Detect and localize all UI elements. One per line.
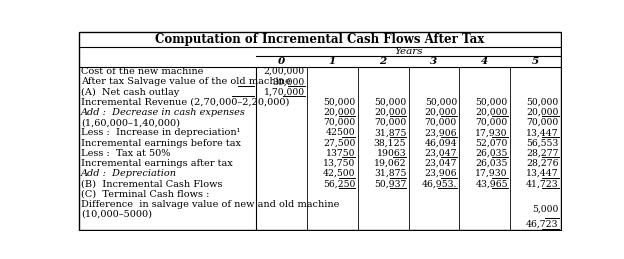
Text: Add :  Depreciation: Add : Depreciation	[81, 169, 177, 178]
Text: Add :  Decrease in cash expenses: Add : Decrease in cash expenses	[81, 108, 246, 117]
Text: 70,000: 70,000	[374, 118, 406, 127]
Text: 46,723: 46,723	[526, 220, 558, 229]
Text: 46,953.: 46,953.	[421, 179, 457, 188]
Text: 20,000: 20,000	[475, 108, 508, 117]
Text: 38,125: 38,125	[374, 139, 406, 148]
Text: 0: 0	[278, 57, 285, 66]
Text: 3: 3	[431, 57, 437, 66]
Text: 26,035: 26,035	[475, 149, 508, 158]
Text: 19063: 19063	[377, 149, 406, 158]
Text: 50,000: 50,000	[323, 98, 356, 107]
Text: 42500: 42500	[326, 128, 356, 137]
Text: 23,906: 23,906	[424, 128, 457, 137]
Text: 70,000: 70,000	[475, 118, 508, 127]
Text: 70,000: 70,000	[323, 118, 356, 127]
Text: 13750: 13750	[326, 149, 356, 158]
Text: 42,500: 42,500	[323, 169, 356, 178]
Text: Less :  Tax at 50%: Less : Tax at 50%	[81, 149, 170, 158]
Text: Less :  Increase in depreciation¹: Less : Increase in depreciation¹	[81, 128, 241, 137]
Text: 20,000: 20,000	[526, 108, 558, 117]
Text: 19,062: 19,062	[374, 159, 406, 168]
Text: (B)  Incremental Cash Flows: (B) Incremental Cash Flows	[81, 179, 223, 188]
Text: 13,447: 13,447	[526, 169, 558, 178]
Text: 13,447: 13,447	[526, 128, 558, 137]
Text: 28,276: 28,276	[526, 159, 558, 168]
Text: 20,000: 20,000	[424, 108, 457, 117]
Text: 70,000: 70,000	[425, 118, 457, 127]
Text: 1,70,000: 1,70,000	[263, 88, 305, 97]
Text: 30,000: 30,000	[273, 77, 305, 86]
Text: (1,60,000–1,40,000): (1,60,000–1,40,000)	[81, 118, 180, 127]
Text: 17,930: 17,930	[475, 128, 508, 137]
Text: 56,553: 56,553	[526, 139, 558, 148]
Text: 50,000: 50,000	[526, 98, 558, 107]
Text: Incremental earnings before tax: Incremental earnings before tax	[81, 139, 241, 148]
Text: 43,965: 43,965	[475, 179, 508, 188]
Text: 23,047: 23,047	[424, 149, 457, 158]
Text: 13,750: 13,750	[323, 159, 356, 168]
Text: 50,000: 50,000	[425, 98, 457, 107]
Text: 20,000: 20,000	[323, 108, 356, 117]
Text: 5,000: 5,000	[532, 205, 558, 214]
Text: 41,723: 41,723	[526, 179, 558, 188]
Text: 31,875: 31,875	[374, 128, 406, 137]
Text: 50,000: 50,000	[475, 98, 508, 107]
Text: 56,250: 56,250	[323, 179, 356, 188]
Text: Difference  in salvage value of new and old machine: Difference in salvage value of new and o…	[81, 200, 339, 209]
Text: 70,000: 70,000	[526, 118, 558, 127]
Text: 50,937: 50,937	[374, 179, 406, 188]
Text: 5: 5	[532, 57, 539, 66]
Text: Cost of the new machine: Cost of the new machine	[81, 67, 203, 76]
Text: 20,000: 20,000	[374, 108, 406, 117]
Text: 17,930: 17,930	[475, 169, 508, 178]
Text: 50,000: 50,000	[374, 98, 406, 107]
Text: (A)  Net cash outlay: (A) Net cash outlay	[81, 88, 179, 97]
Text: 31,875: 31,875	[374, 169, 406, 178]
Text: 2: 2	[379, 57, 387, 66]
Text: 52,070: 52,070	[475, 139, 508, 148]
Text: (10,000–5000): (10,000–5000)	[81, 209, 152, 218]
Text: 27,500: 27,500	[323, 139, 356, 148]
Text: 23,047: 23,047	[424, 159, 457, 168]
Text: 4: 4	[481, 57, 489, 66]
Text: 28,277: 28,277	[526, 149, 558, 158]
Text: Incremental earnings after tax: Incremental earnings after tax	[81, 159, 233, 168]
Text: After tax Salvage value of the old machine: After tax Salvage value of the old machi…	[81, 77, 291, 86]
Text: 2,00,000: 2,00,000	[263, 67, 305, 76]
Text: (C)  Terminal Cash flows :: (C) Terminal Cash flows :	[81, 190, 210, 199]
Text: Incremental Revenue (2,70,000–2,20,000): Incremental Revenue (2,70,000–2,20,000)	[81, 98, 290, 107]
Text: Years: Years	[394, 47, 423, 56]
Text: 46,094: 46,094	[424, 139, 457, 148]
Text: Computation of Incremental Cash Flows After Tax: Computation of Incremental Cash Flows Af…	[155, 33, 484, 46]
Text: 23,906: 23,906	[424, 169, 457, 178]
Text: 26,035: 26,035	[475, 159, 508, 168]
Text: 1: 1	[329, 57, 336, 66]
